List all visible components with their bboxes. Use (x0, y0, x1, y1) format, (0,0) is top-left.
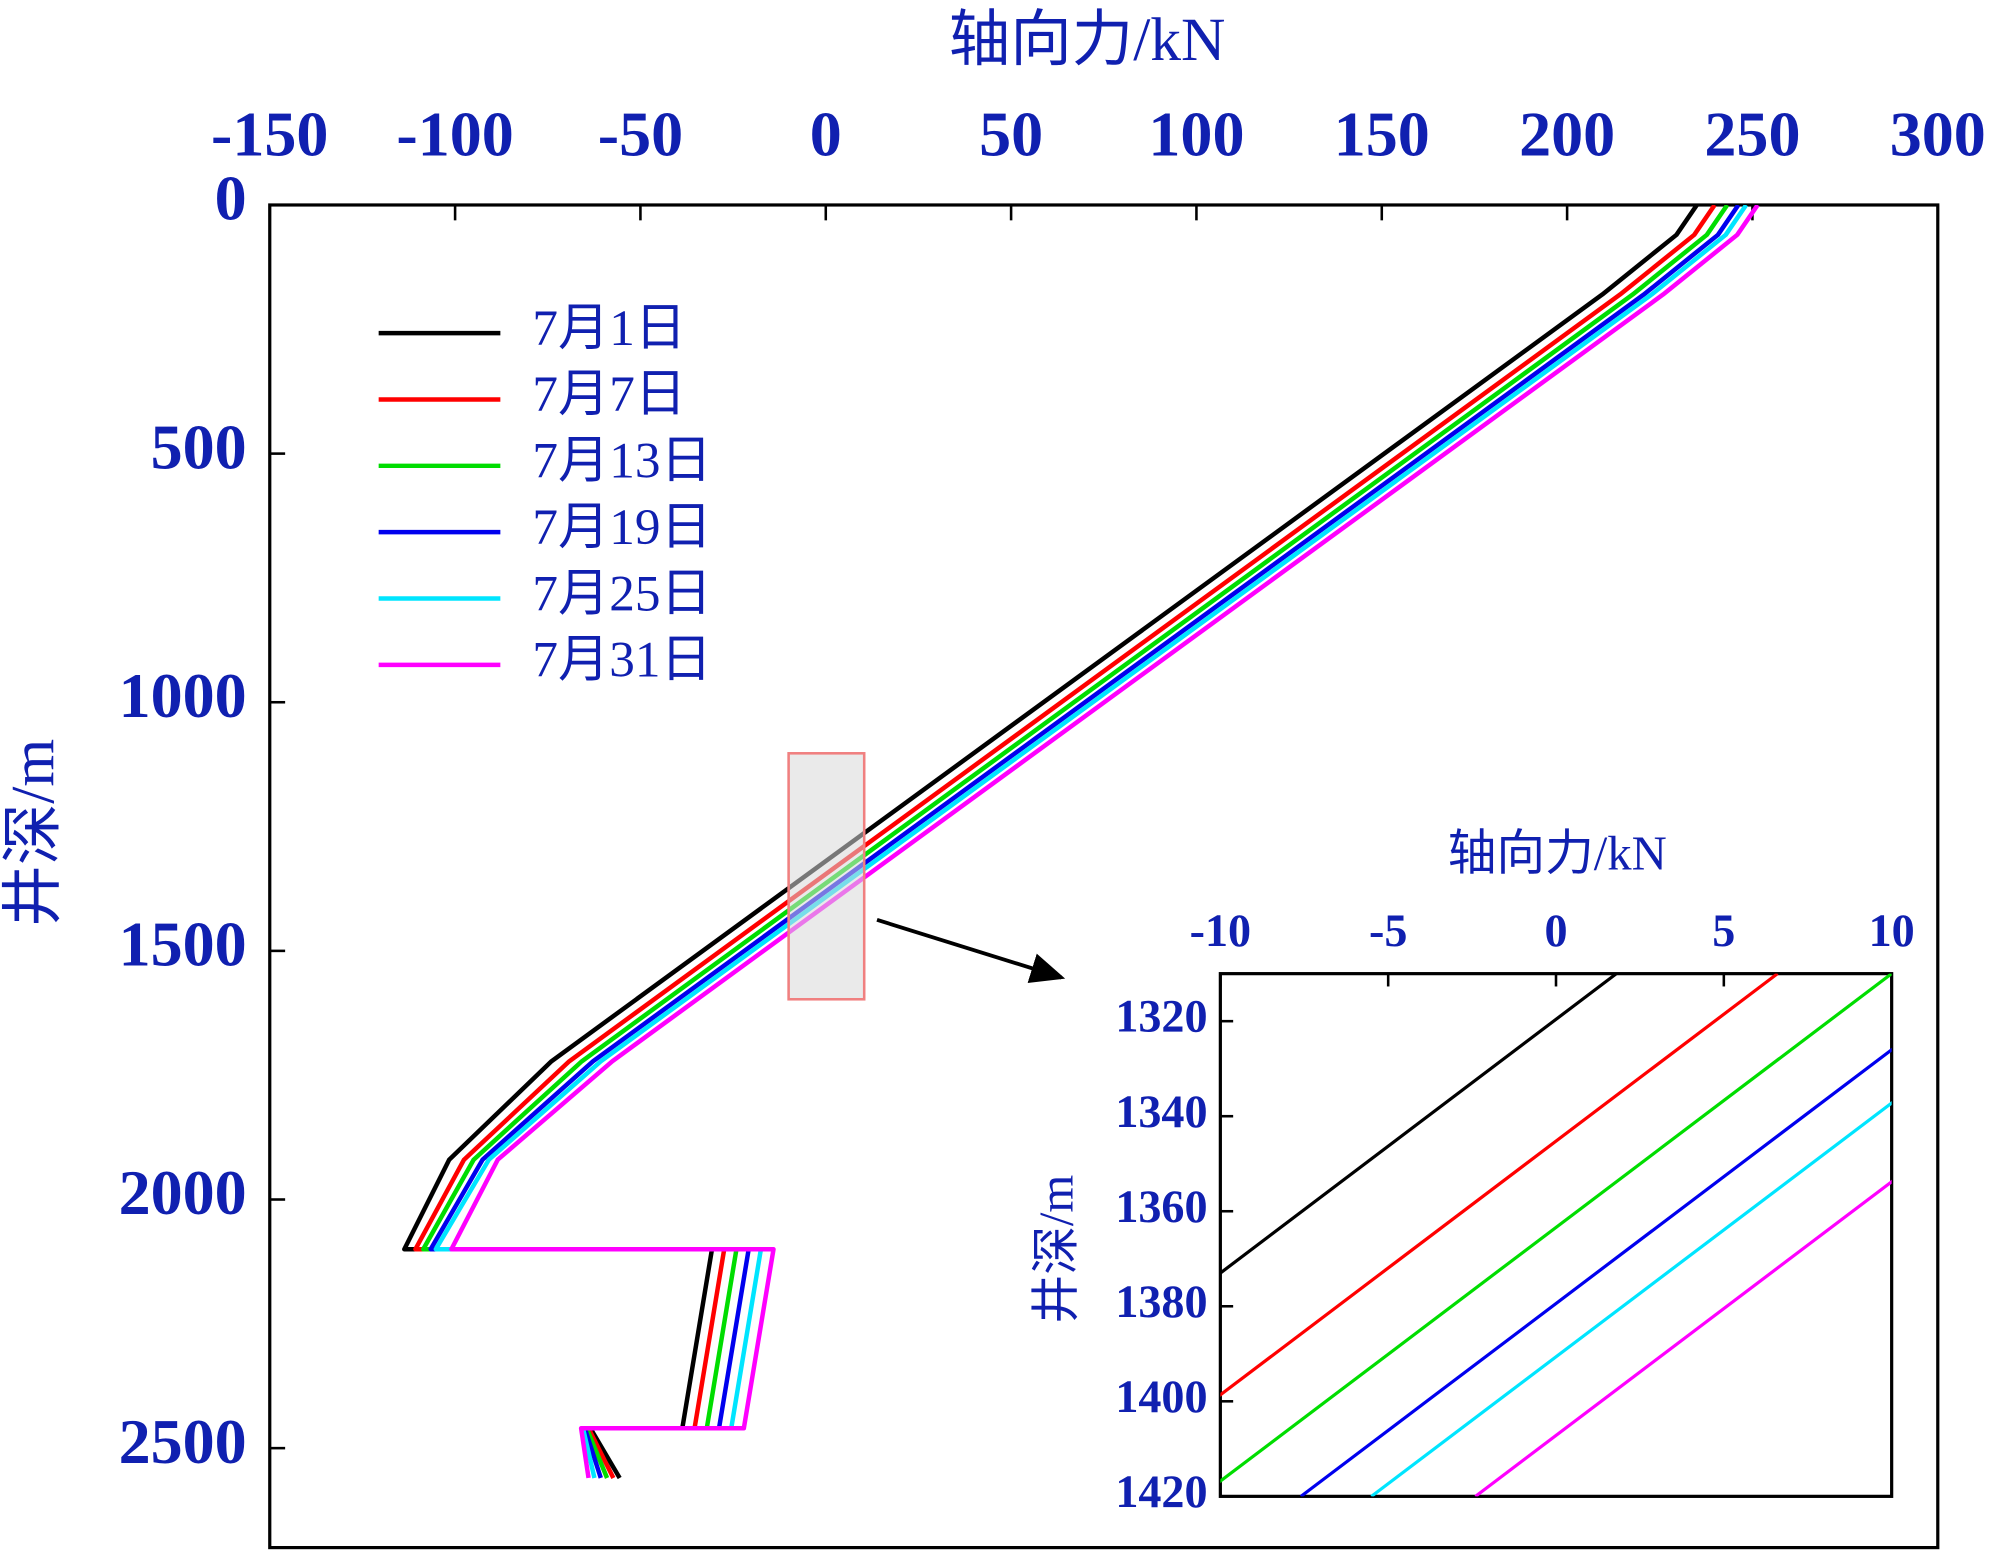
x-tick-label: -150 (211, 99, 328, 170)
x-tick-label: 10 (1869, 905, 1915, 956)
zoom-region (787, 752, 866, 1001)
legend-label: 7月31日 (532, 632, 711, 689)
x-tick-label: -5 (1369, 905, 1407, 956)
x-tick-label: 200 (1519, 99, 1615, 170)
y-tick-label: 1400 (1115, 1371, 1207, 1422)
y-tick-label: 1420 (1115, 1466, 1207, 1517)
x-tick-label: -50 (598, 99, 683, 170)
legend-label: 7月13日 (532, 433, 711, 490)
y-tick-label: 2000 (119, 1157, 247, 1228)
y-tick-label: 1340 (1115, 1086, 1207, 1137)
zoom-arrow (876, 918, 1066, 983)
x-axis-label: 轴向力/kN (1448, 827, 1667, 881)
x-tick-label: 250 (1704, 99, 1800, 170)
series-line (449, 204, 1760, 1479)
y-axis-label: 井深/m (0, 739, 67, 927)
legend-label: 7月25日 (532, 565, 711, 622)
y-tick-label: 2500 (119, 1406, 247, 1477)
x-tick-label: 5 (1712, 905, 1735, 956)
series-line (1474, 1179, 1892, 1497)
x-tick-label: 150 (1334, 99, 1430, 170)
series-group (402, 204, 1760, 1480)
y-tick-label: 1380 (1115, 1276, 1207, 1327)
plot-frame (1218, 972, 1894, 1498)
y-tick-label: 1320 (1115, 991, 1207, 1042)
series-line (1220, 973, 1618, 1276)
series-line (1220, 973, 1779, 1397)
series-group (1220, 973, 1892, 1497)
y-tick-label: 0 (215, 163, 247, 234)
series-line (1299, 1047, 1892, 1497)
legend-label: 7月1日 (532, 300, 686, 357)
y-axis-label: 井深/m (1030, 1175, 1084, 1324)
y-tick-label: 1500 (119, 909, 247, 980)
x-tick-label: -10 (1190, 905, 1251, 956)
x-tick-label: 0 (1544, 905, 1567, 956)
x-tick-label: 50 (979, 99, 1043, 170)
x-tick-label: 100 (1148, 99, 1244, 170)
y-tick-label: 1000 (119, 660, 247, 731)
x-tick-label: -100 (396, 99, 513, 170)
y-tick-label: 1360 (1115, 1181, 1207, 1232)
x-axis-label: 轴向力/kN (949, 6, 1226, 74)
series-line (1370, 1101, 1892, 1497)
x-tick-label: 300 (1890, 99, 1986, 170)
legend-label: 7月7日 (532, 366, 686, 423)
legend-label: 7月19日 (532, 499, 711, 556)
y-tick-label: 500 (151, 411, 247, 482)
x-tick-label: 0 (810, 99, 842, 170)
series-line (1220, 973, 1892, 1484)
